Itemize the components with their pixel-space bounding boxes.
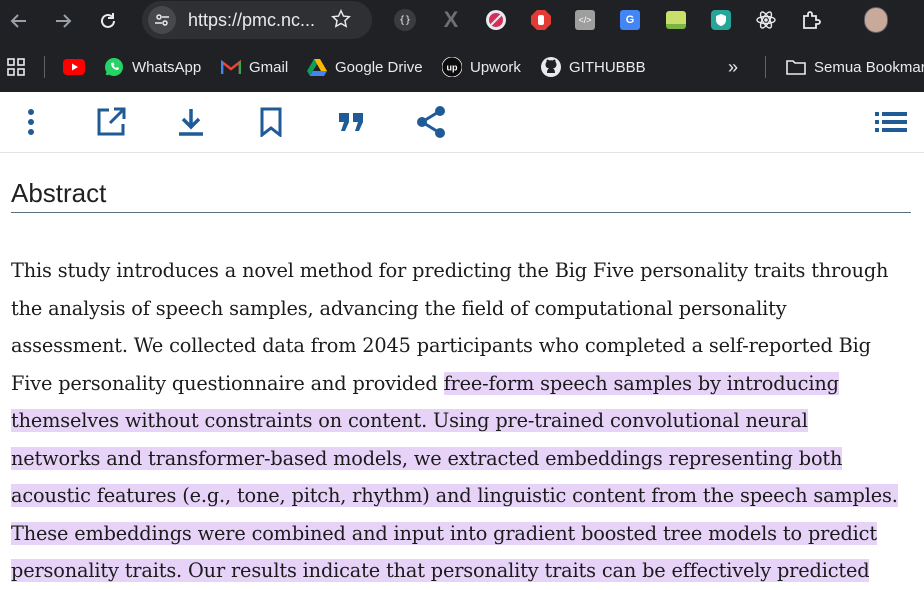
bookmarks-separator bbox=[44, 56, 45, 78]
github-icon bbox=[541, 57, 561, 77]
more-vertical-icon bbox=[28, 109, 34, 135]
back-button[interactable] bbox=[4, 6, 34, 36]
share-icon bbox=[417, 106, 445, 138]
download-icon bbox=[179, 109, 203, 136]
quote-icon bbox=[339, 113, 363, 131]
reload-button[interactable] bbox=[93, 6, 123, 36]
forward-button[interactable] bbox=[48, 6, 78, 36]
bookmark-label: WhatsApp bbox=[132, 58, 202, 76]
all-bookmarks-folder[interactable]: Semua Bookmark bbox=[786, 55, 924, 79]
apps-grid-icon bbox=[7, 58, 25, 76]
abstract-line: assessment. We collected data from 2045 … bbox=[11, 334, 871, 357]
bookmarks-separator bbox=[765, 56, 766, 78]
download-button[interactable] bbox=[173, 104, 209, 140]
react-extension-icon[interactable] bbox=[754, 8, 778, 32]
bookmark-whatsapp[interactable]: WhatsApp bbox=[104, 55, 201, 79]
forward-arrow-icon bbox=[56, 14, 72, 28]
address-bar[interactable]: https://pmc.nc... bbox=[142, 1, 372, 39]
bookmark-label: Google Drive bbox=[335, 58, 423, 76]
abstract-line: themselves without constraints on conten… bbox=[11, 402, 916, 440]
open-external-icon bbox=[97, 107, 126, 136]
highlighted-text: networks and transformer-based models, w… bbox=[11, 446, 843, 470]
svg-text:up: up bbox=[447, 63, 458, 73]
reload-icon bbox=[101, 13, 115, 28]
table-of-contents-button[interactable] bbox=[873, 104, 909, 140]
highlighted-text: These embeddings were combined and input… bbox=[11, 521, 877, 545]
abstract-line: personality traits. Our results indicate… bbox=[11, 552, 916, 590]
highlighted-text: acoustic features (e.g., tone, pitch, rh… bbox=[11, 484, 898, 507]
bookmark-gmail[interactable]: Gmail bbox=[221, 55, 288, 79]
bookmark-google-drive[interactable]: Google Drive bbox=[307, 55, 423, 79]
highlighted-text: personality traits. Our results indicate… bbox=[11, 559, 870, 582]
adblock-extension-icon[interactable] bbox=[529, 8, 553, 32]
bookmark-upwork[interactable]: up Upwork bbox=[442, 55, 521, 79]
x-extension-icon[interactable]: X bbox=[443, 7, 459, 32]
url-text[interactable]: https://pmc.nc... bbox=[188, 10, 316, 30]
image-extension-icon[interactable] bbox=[664, 8, 688, 32]
bookmark-folder-label: Semua Bookmark bbox=[814, 58, 924, 76]
abstract-line: networks and transformer-based models, w… bbox=[11, 440, 916, 478]
article-toolbar bbox=[0, 92, 924, 153]
bookmark-github[interactable]: GITHUBBB bbox=[541, 55, 646, 79]
upwork-icon: up bbox=[442, 57, 462, 77]
abstract-line: These embeddings were combined and input… bbox=[11, 515, 916, 553]
block-extension-icon[interactable] bbox=[484, 8, 508, 32]
abstract-text: This study introduces a novel method for… bbox=[11, 252, 916, 590]
section-heading: Abstract bbox=[11, 178, 107, 208]
list-icon bbox=[875, 112, 907, 132]
heading-divider bbox=[11, 212, 911, 213]
bookmark-icon bbox=[260, 107, 282, 137]
bookmark-label: Gmail bbox=[249, 58, 289, 76]
gmail-icon bbox=[221, 59, 241, 74]
translate-extension-icon[interactable]: G bbox=[618, 8, 642, 32]
cite-button[interactable] bbox=[333, 104, 369, 140]
bookmark-youtube[interactable] bbox=[63, 55, 93, 79]
apps-button[interactable] bbox=[7, 55, 33, 79]
bookmark-label: Upwork bbox=[470, 58, 521, 76]
highlighted-text: free-form speech samples by introducing bbox=[443, 371, 839, 395]
abstract-line: acoustic features (e.g., tone, pitch, rh… bbox=[11, 477, 916, 515]
bookmarks-overflow-button[interactable]: » bbox=[728, 56, 739, 77]
abstract-line: the analysis of speech samples, advancin… bbox=[11, 296, 787, 320]
bookmark-star-icon[interactable] bbox=[330, 8, 352, 35]
share-button[interactable] bbox=[413, 104, 449, 140]
more-options-button[interactable] bbox=[13, 104, 49, 140]
open-external-button[interactable] bbox=[93, 104, 129, 140]
abstract-line: Five personality questionnaire and provi… bbox=[11, 371, 839, 395]
browser-toolbar: https://pmc.nc... {} X </> G bbox=[0, 0, 924, 42]
bookmark-article-button[interactable] bbox=[253, 104, 289, 140]
site-info-icon[interactable] bbox=[148, 6, 176, 34]
profile-avatar[interactable] bbox=[864, 7, 888, 33]
youtube-icon bbox=[63, 59, 85, 75]
abstract-line: This study introduces a novel method for… bbox=[11, 259, 889, 282]
shield-extension-icon[interactable] bbox=[709, 8, 733, 32]
bookmark-label: GITHUBBB bbox=[569, 58, 646, 76]
back-arrow-icon bbox=[10, 14, 26, 28]
json-extension-icon[interactable]: {} bbox=[393, 8, 417, 32]
extensions-puzzle-icon[interactable] bbox=[799, 8, 823, 32]
code-extension-icon[interactable]: </> bbox=[573, 8, 597, 32]
google-drive-icon bbox=[307, 59, 327, 76]
highlighted-text: themselves without constraints on conten… bbox=[11, 409, 808, 432]
bookmarks-bar: WhatsApp Gmail Google Drive up Upwork GI… bbox=[0, 42, 924, 92]
whatsapp-icon bbox=[105, 58, 123, 76]
folder-icon bbox=[786, 60, 806, 75]
